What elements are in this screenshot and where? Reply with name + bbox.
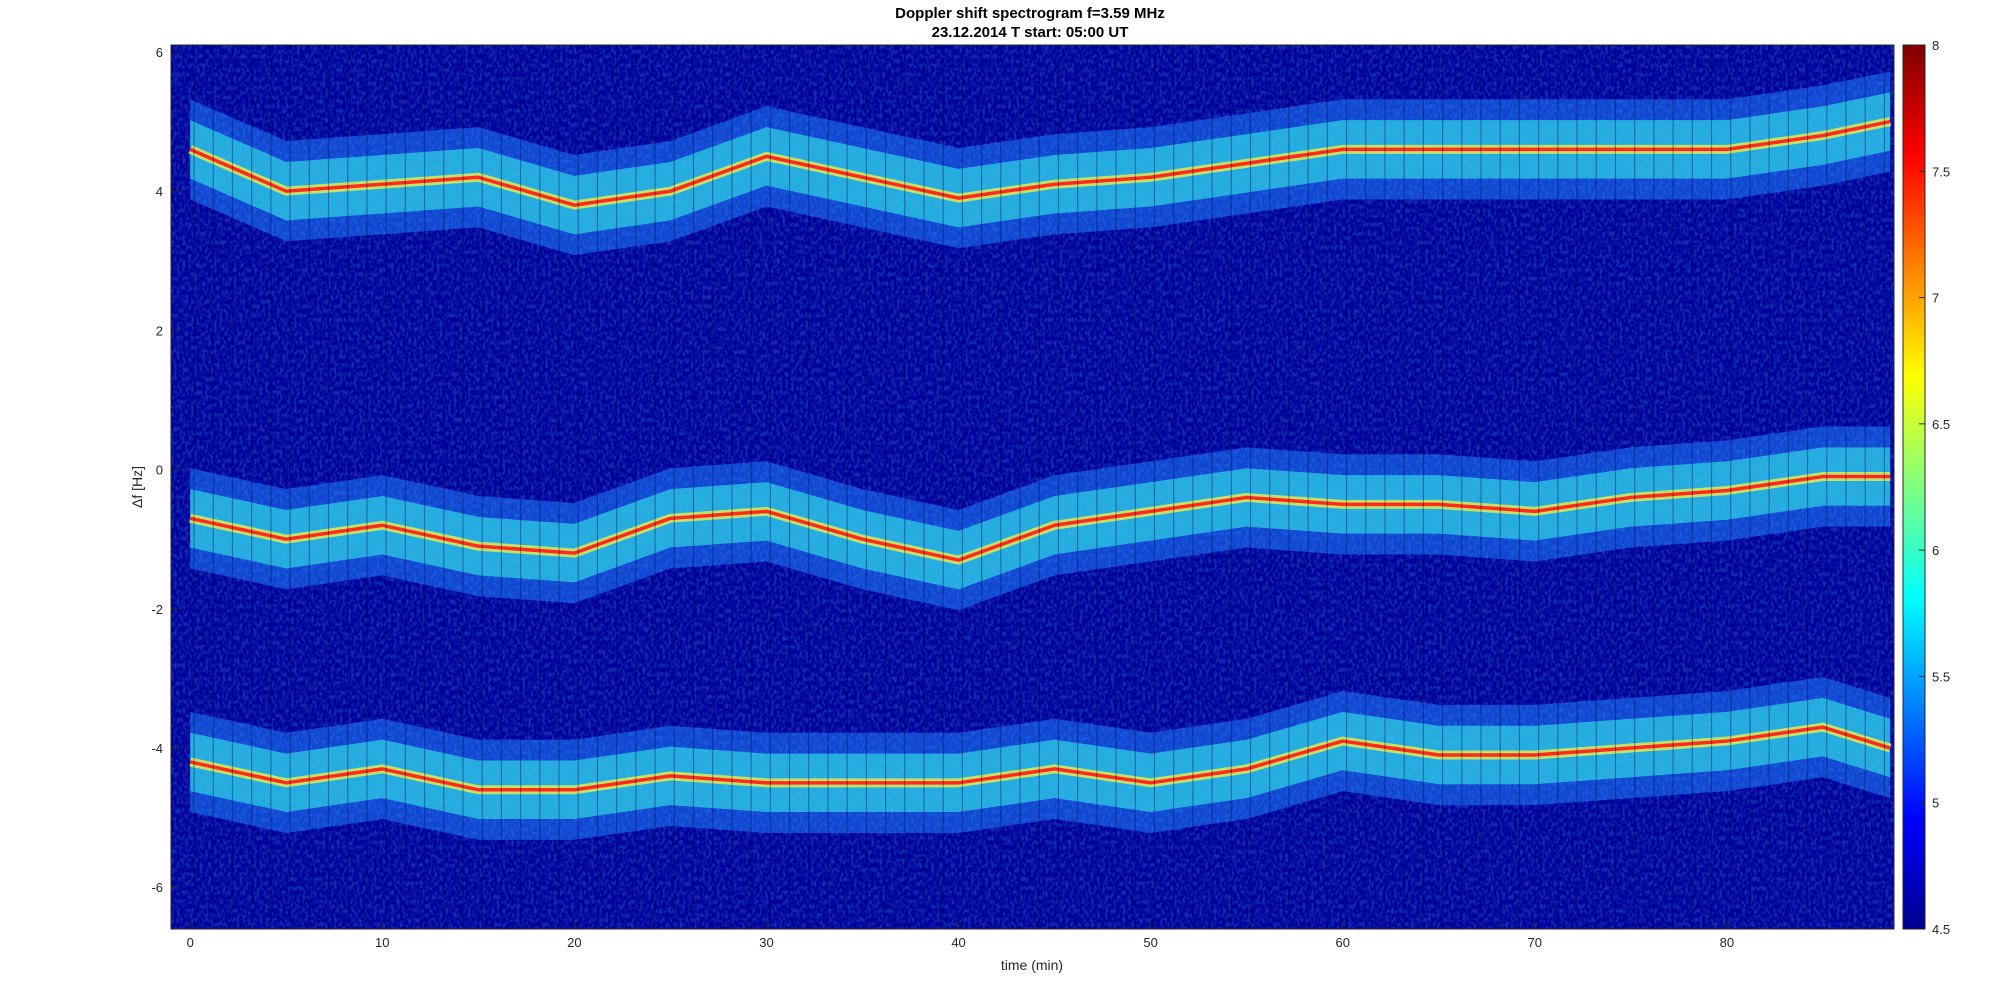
- x-tick-label: 30: [759, 935, 773, 950]
- colorbar-tick-label: 5: [1932, 796, 1939, 811]
- x-tick-label: 10: [375, 935, 389, 950]
- signal-bands: [188, 71, 1892, 840]
- x-axis-label: time (min): [1001, 957, 1063, 973]
- chart-subtitle: 23.12.2014 T start: 05:00 UT: [932, 24, 1129, 41]
- x-tick-label: 60: [1335, 935, 1349, 950]
- y-tick-label: -4: [151, 741, 163, 756]
- colorbar-tick-label: 8: [1932, 38, 1939, 53]
- x-tick-label: 80: [1720, 935, 1734, 950]
- band-peak-trace: [189, 725, 1891, 792]
- colorbar-ticks: 4.5 5 5.5 6 6.5 7 7.5 8: [1919, 38, 1950, 937]
- x-axis: 0 10 20 30 40 50 60 70 80: [187, 921, 1734, 950]
- colorbar-tick-label: 7.5: [1932, 164, 1950, 179]
- y-tick-label: -2: [151, 602, 163, 617]
- colorbar-tick-label: 7: [1932, 291, 1939, 306]
- chart-title: Doppler shift spectrogram f=3.59 MHz: [895, 5, 1165, 22]
- band-peak-trace: [189, 119, 1891, 207]
- band-body: [190, 447, 1891, 590]
- y-tick-label: 6: [156, 45, 163, 60]
- y-axis: -6 -4 -2 0 2 4 6: [151, 45, 179, 895]
- colorbar-tick-label: 6: [1932, 543, 1939, 558]
- x-tick-label: 70: [1528, 935, 1542, 950]
- y-tick-label: 2: [156, 323, 163, 338]
- x-tick-label: 20: [567, 935, 581, 950]
- band-middle: [189, 426, 1891, 611]
- y-tick-label: 4: [156, 184, 163, 199]
- colorbar-tick-label: 5.5: [1932, 669, 1950, 684]
- x-tick-label: 50: [1143, 935, 1157, 950]
- y-tick-label: 0: [156, 463, 163, 478]
- colorbar-tick-label: 6.5: [1932, 417, 1950, 432]
- band-body: [190, 697, 1891, 820]
- band-lower: [189, 677, 1892, 840]
- colorbar: [1902, 44, 1926, 930]
- plot-frame: [170, 44, 1895, 930]
- colorbar-tick-label: 4.5: [1932, 922, 1950, 937]
- y-axis-label: Δf [Hz]: [129, 466, 145, 508]
- time-stripes: [193, 45, 1885, 929]
- y-tick-label: -6: [151, 880, 163, 895]
- plot-area: [171, 45, 1894, 929]
- x-tick-label: 40: [951, 935, 965, 950]
- band-upper: [188, 71, 1892, 256]
- band-peak-trace: [189, 474, 1891, 562]
- x-tick-label: 0: [187, 935, 194, 950]
